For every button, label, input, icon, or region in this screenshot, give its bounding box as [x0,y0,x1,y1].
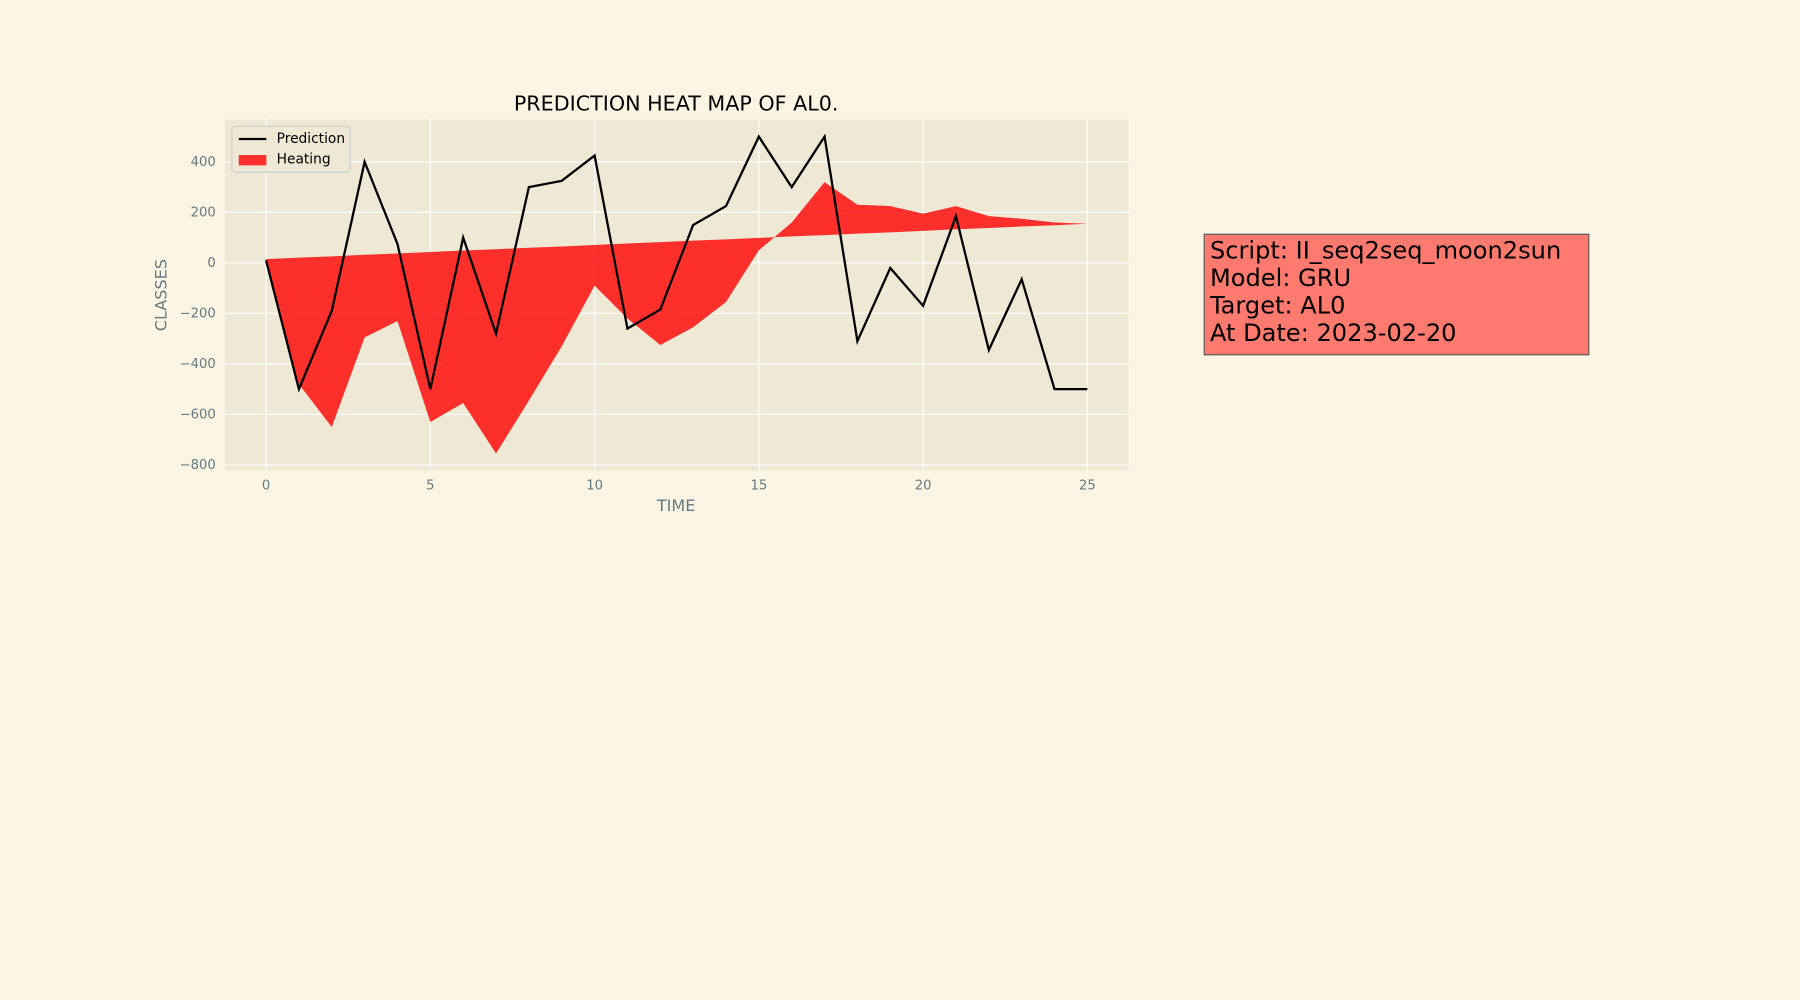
x-tick-label: 15 [750,479,767,494]
y-tick-label: −200 [180,306,216,321]
info-line: Target: AL0 [1209,292,1346,320]
y-tick-label: −400 [180,357,216,372]
info-box [1203,233,1590,356]
prediction-line [264,133,1088,393]
y-tick-label: −800 [180,458,216,473]
x-tick-label: 10 [586,479,603,494]
x-tick-label: 25 [1079,479,1096,494]
info-line: Model: GRU [1210,264,1351,292]
legend-swatch [238,155,267,166]
info-line: At Date: 2023-02-20 [1210,319,1457,347]
y-tick-label: 400 [191,155,216,170]
x-tick-label: 20 [915,479,932,494]
info-line: Script: II_seq2seq_moon2sun [1210,236,1561,264]
legend-label: Heating [277,152,331,168]
heating-area [266,182,1088,454]
y-tick-label: 200 [191,205,216,220]
y-tick-label: −600 [180,407,216,422]
legend-label: Prediction [277,131,345,147]
x-tick-label: 5 [426,479,434,494]
x-tick-label: 0 [262,479,270,494]
y-tick-label: 0 [207,256,215,271]
x-axis-label: TIME [656,496,696,515]
y-axis-label: CLASSES [151,259,170,331]
chart-title: PREDICTION HEAT MAP OF AL0. [514,92,839,116]
